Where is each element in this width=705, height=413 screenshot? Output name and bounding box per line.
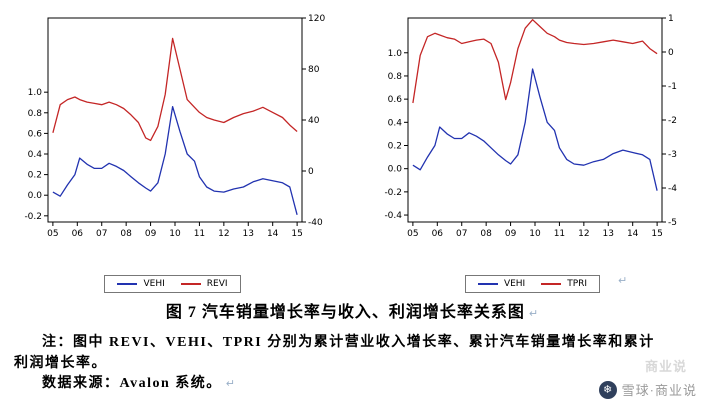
series-line-VEHI xyxy=(52,105,298,215)
right-axis-tick-label: -3 xyxy=(668,150,677,160)
chart-legend-left: VEHI REVI xyxy=(104,275,241,293)
left-axis-tick-label: 0.8 xyxy=(27,109,42,119)
series-line-TPRI xyxy=(411,19,657,104)
x-axis-tick-label: 13 xyxy=(602,229,613,239)
chart-block-left: 1.0 0.8 0.6 0.4 0.2 0.0 -0.2 120 80 40 0 -40 05 06 07 0… xyxy=(8,8,338,293)
data-source-line: 数据来源：Avalon 系统。 ↵ xyxy=(42,372,236,392)
legend-label: VEHI xyxy=(503,279,526,289)
chart-canvas: 1.00.80.60.40.20.0-0.2-0.410-1-2-3-4-505… xyxy=(384,14,677,239)
right-axis-tick-label: -5 xyxy=(668,218,677,228)
x-axis-tick-label: 09 xyxy=(144,229,156,239)
x-axis-tick-label: 15 xyxy=(651,229,662,239)
x-axis-tick-label: 11 xyxy=(193,229,204,239)
left-axis-tick-label: 0.6 xyxy=(387,95,402,105)
right-axis-tick-label: -1 xyxy=(668,82,677,92)
series-line-VEHI xyxy=(412,68,658,191)
left-axis-tick-label: 0.6 xyxy=(27,129,42,139)
figure-note-line-1: 注：图中 REVI、VEHI、TPRI 分别为累计营业收入增长率、累计汽车销量增… xyxy=(42,335,655,350)
x-axis-tick-label: 13 xyxy=(242,229,253,239)
figure-title-text: 图 7 汽车销量增长率与收入、利润增长率关系图 xyxy=(165,304,525,321)
line-break-mark: ↵ xyxy=(618,274,628,287)
figure-charts-row: 1.0 0.8 0.6 0.4 0.2 0.0 -0.2 120 80 40 0 -40 05 06 07 0… xyxy=(0,8,705,293)
left-axis-tick-label: -0.2 xyxy=(24,212,42,222)
left-axis-tick-label: 0.2 xyxy=(387,142,401,152)
x-axis-tick-label: 12 xyxy=(578,229,589,239)
watermark-text: 商业说 xyxy=(644,359,687,374)
x-axis-tick-label: 07 xyxy=(96,229,107,239)
legend-label: TPRI xyxy=(567,279,588,289)
chart-legend-right: VEHI TPRI xyxy=(464,275,601,293)
x-axis-tick-label: 05 xyxy=(407,229,418,239)
x-axis-tick-label: 11 xyxy=(553,229,564,239)
right-axis-tick-label: 40 xyxy=(308,116,320,126)
right-axis-tick-label: 0 xyxy=(668,48,674,58)
x-axis-tick-label: 09 xyxy=(504,229,516,239)
legend-label: VEHI xyxy=(143,279,165,289)
x-axis-tick-label: 14 xyxy=(266,229,278,239)
figure-title: 图 7 汽车销量增长率与收入、利润增长率关系图 ↵ xyxy=(0,298,705,322)
left-axis-tick-label: 1.0 xyxy=(387,49,402,59)
x-axis-tick-label: 06 xyxy=(71,229,83,239)
x-axis-tick-label: 14 xyxy=(626,229,638,239)
x-axis-tick-label: 12 xyxy=(218,229,229,239)
legend-item-REVI: REVI xyxy=(180,279,228,289)
legend-line-sample xyxy=(117,283,138,285)
right-axis-tick-label: 120 xyxy=(308,14,325,24)
data-source-text: 数据来源：Avalon 系统。 xyxy=(42,376,222,391)
right-axis-tick-label: -4 xyxy=(668,184,677,194)
line-break-mark: ↵ xyxy=(528,307,540,320)
left-axis-tick-label: 0.8 xyxy=(387,72,402,82)
x-axis-tick-label: 10 xyxy=(529,229,541,239)
x-axis-tick-label: 07 xyxy=(456,229,467,239)
x-axis-tick-label: 08 xyxy=(120,229,132,239)
legend-item-TPRI: TPRI xyxy=(541,279,587,289)
right-axis-tick-label: 80 xyxy=(308,65,320,75)
chart-canvas: 1.0 0.8 0.6 0.4 0.2 0.0 -0.2 120 80 40 0 -40 05 06 07 0… xyxy=(24,14,325,239)
brand-name: 雪球·商业说 xyxy=(621,383,697,398)
legend-line-sample xyxy=(180,283,201,285)
legend-line-sample xyxy=(541,283,562,285)
left-axis-tick-label: 0.2 xyxy=(27,171,41,181)
left-axis-tick-label: -0.2 xyxy=(384,188,402,198)
left-axis-tick-label: 0.4 xyxy=(387,118,402,128)
legend-item-VEHI: VEHI xyxy=(117,279,165,289)
chart-block-right: 1.0 0.8 0.6 0.4 0.2 0.0 -0.2 -0.4 1 0 -1 -2 -3 -4 -5 05… xyxy=(368,8,698,293)
xueqiu-logo-icon: ❄ xyxy=(598,380,617,399)
right-axis-tick-label: 1 xyxy=(668,14,674,24)
series-line-REVI xyxy=(51,37,298,142)
x-axis-tick-label: 10 xyxy=(169,229,181,239)
left-axis-tick-label: 1.0 xyxy=(27,88,42,98)
legend-item-VEHI: VEHI xyxy=(477,279,526,289)
sales-vs-revenue-chart: 1.0 0.8 0.6 0.4 0.2 0.0 -0.2 120 80 40 0 -40 05 06 07 0… xyxy=(8,8,338,253)
right-axis-tick-label: -2 xyxy=(668,116,677,126)
figure-note-line-2: 利润增长率。 xyxy=(14,356,107,371)
plot-border xyxy=(407,17,662,223)
line-break-mark: ↵ xyxy=(225,377,237,390)
x-axis-tick-label: 05 xyxy=(47,229,58,239)
legend-label: REVI xyxy=(206,279,228,289)
left-axis-tick-label: 0.0 xyxy=(387,165,402,175)
left-axis-tick-label: 0.4 xyxy=(27,150,42,160)
legend-line-sample xyxy=(477,283,498,285)
x-axis-tick-label: 08 xyxy=(480,229,492,239)
snowflake-glyph: ❄ xyxy=(603,383,613,396)
x-axis-tick-label: 15 xyxy=(291,229,302,239)
left-axis-tick-label: 0.0 xyxy=(27,191,42,201)
left-axis-tick-label: -0.4 xyxy=(384,211,402,221)
brand-footer: ❄ 雪球·商业说 xyxy=(598,380,697,399)
right-axis-tick-label: 0 xyxy=(308,167,314,177)
sales-vs-profit-chart: 1.0 0.8 0.6 0.4 0.2 0.0 -0.2 -0.4 1 0 -1 -2 -3 -4 -5 05… xyxy=(368,8,698,253)
x-axis-tick-label: 06 xyxy=(431,229,443,239)
right-axis-tick-label: -40 xyxy=(308,218,323,228)
